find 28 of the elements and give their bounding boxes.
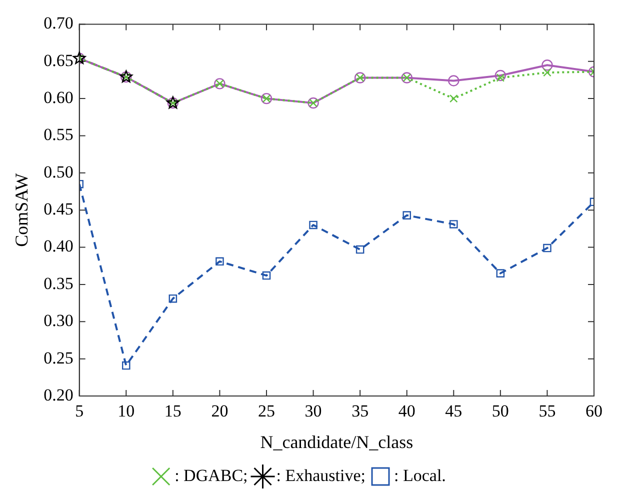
y-tick-label: 0.30 <box>44 311 74 330</box>
x-tick-label: 15 <box>164 402 182 421</box>
x-tick-label: 50 <box>492 402 509 421</box>
y-tick-label: 0.50 <box>44 162 74 182</box>
x-tick-label: 35 <box>352 402 369 421</box>
x-tick-label: 40 <box>398 402 416 421</box>
x-tick-label: 20 <box>211 402 228 421</box>
legend-label: : Local. <box>394 466 446 485</box>
y-tick-label: 0.40 <box>44 236 74 256</box>
y-tick-label: 0.55 <box>44 125 74 144</box>
legend-label: : Exhaustive; <box>276 466 366 485</box>
y-tick-label: 0.70 <box>44 14 74 33</box>
legend-label: : DGABC; <box>174 466 248 485</box>
x-tick-label: 55 <box>538 402 556 421</box>
x-tick-label: 45 <box>445 402 462 421</box>
y-tick-label: 0.65 <box>44 50 74 70</box>
y-tick-label: 0.45 <box>44 200 74 219</box>
y-tick-label: 0.25 <box>44 348 74 368</box>
y-tick-label: 0.35 <box>44 274 74 293</box>
y-axis-title: ComSAW <box>12 173 32 247</box>
x-tick-label: 5 <box>75 402 84 421</box>
x-axis-title: N_candidate/N_class <box>260 432 414 452</box>
y-tick-label: 0.20 <box>44 385 74 404</box>
x-tick-label: 25 <box>258 402 275 421</box>
x-tick-label: 60 <box>586 402 602 421</box>
y-tick-label: 0.60 <box>44 88 74 108</box>
x-tick-label: 30 <box>304 402 322 421</box>
x-tick-label: 10 <box>118 402 135 421</box>
